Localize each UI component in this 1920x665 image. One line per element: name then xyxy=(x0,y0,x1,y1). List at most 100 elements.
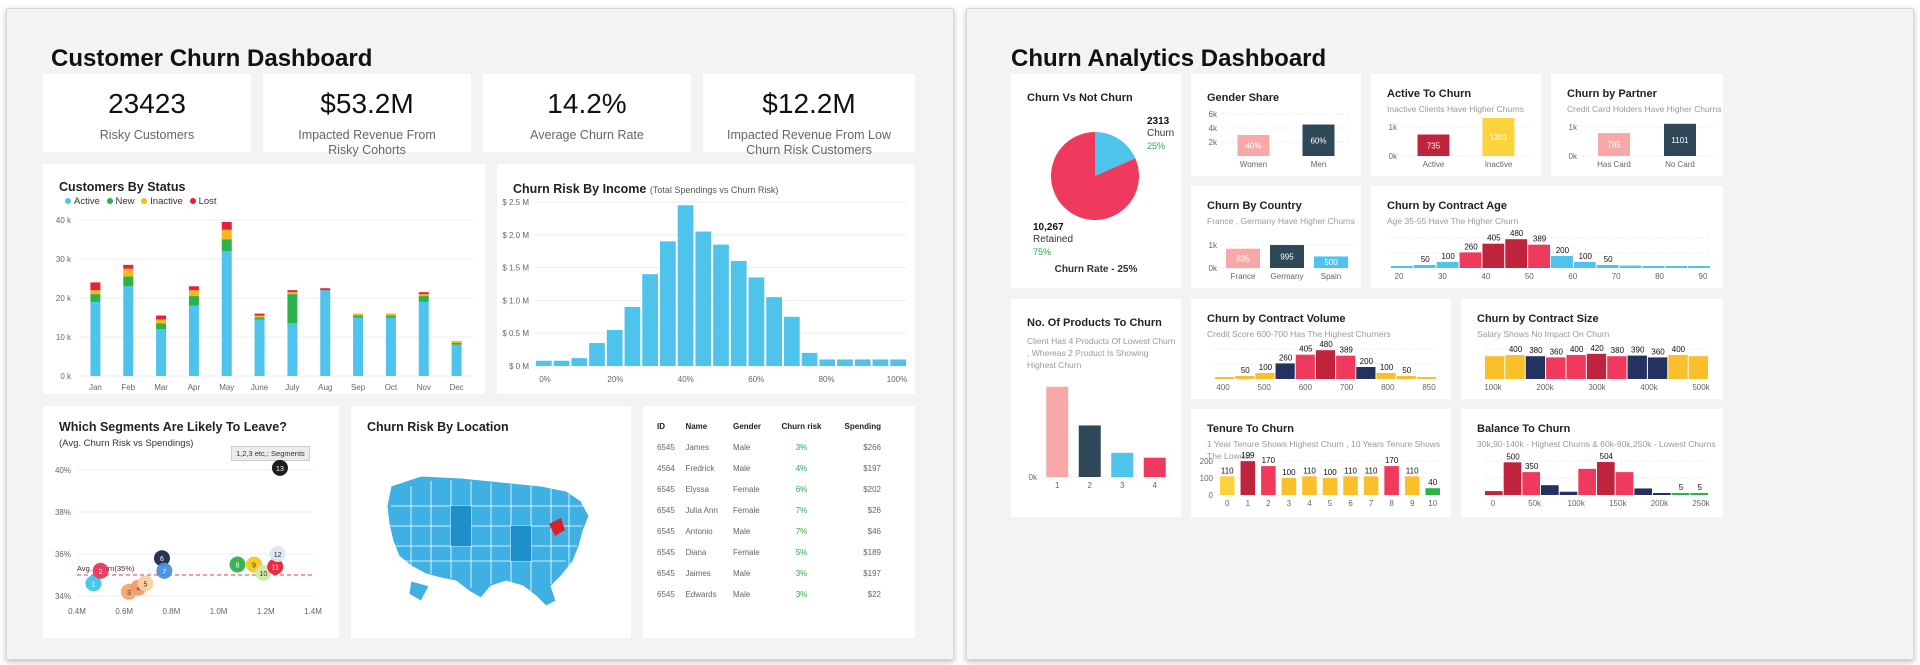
kpi-label: Impacted Revenue From Low Churn Risk Cus… xyxy=(727,128,891,157)
col-churn-risk[interactable]: Churn risk xyxy=(781,422,822,431)
bar xyxy=(1522,472,1540,495)
table-row[interactable]: 6545 Jaimes Male 3% $197 xyxy=(655,565,883,586)
card-subtitle: Age 35-55 Have The Higher Churn xyxy=(1387,216,1519,226)
card-title-sub: (Total Spendings vs Churn Risk) xyxy=(649,185,779,195)
cell-risk: 6% xyxy=(795,485,808,494)
bar xyxy=(1627,355,1647,379)
table-row[interactable]: 6545 Antonio Male 7% $46 xyxy=(655,523,883,544)
segments-chart: 34%36%38%40%0.4M 0.6M 0.8M 1.0M 1.2M 1.4MAvg.… xyxy=(55,459,322,616)
cell-id: 6545 xyxy=(657,569,675,578)
segment-bubble xyxy=(229,556,246,573)
col-id[interactable]: ID xyxy=(657,422,665,431)
histogram-bar xyxy=(642,274,658,366)
x-tick-label: 2 xyxy=(1088,481,1093,490)
kpi-impacted-revenue-low-risk: $12.2M Impacted Revenue From Low Churn R… xyxy=(703,74,915,157)
y-tick-label: 0 xyxy=(1209,491,1214,500)
histogram-bar xyxy=(784,316,800,366)
bar-value-label: 405 xyxy=(1299,345,1313,354)
bar-active xyxy=(90,301,101,376)
tenure-chart: 0 100 200 110 0 199 1 170 2 100 3 110 4 100 5 110 6 110 7 1… xyxy=(1200,451,1443,508)
bar xyxy=(1302,124,1335,156)
x-tick-label: 50 xyxy=(1525,272,1534,281)
bar-value-label: 735 xyxy=(1427,141,1441,150)
x-tick-label: June xyxy=(251,383,269,392)
card-subtitle: France , Germany Have Higher Churns xyxy=(1207,216,1355,226)
bar xyxy=(1578,468,1596,495)
segment-bubble xyxy=(137,575,154,592)
segment-bubble-label: 11 xyxy=(272,565,279,572)
bar-value-label: 835 xyxy=(1236,254,1250,263)
y-tick-label: 38% xyxy=(55,508,71,517)
tenure-to-churn-card: Tenure To Churn 1 Year Tenure Shows High… xyxy=(1191,409,1451,517)
bar-value-label: 360 xyxy=(1550,347,1564,356)
x-tick-label: Oct xyxy=(385,383,398,392)
bar-inactive xyxy=(385,313,396,316)
bar xyxy=(1482,117,1515,156)
retained-label: Retained xyxy=(1033,234,1074,245)
table-row[interactable]: 4564 Fredrick Male 4% $197 xyxy=(655,460,883,481)
card-title: No. Of Products To Churn xyxy=(1027,317,1162,329)
bar-value-label: 40 xyxy=(1428,478,1437,487)
card-title-main: Churn Risk By Income xyxy=(513,182,647,196)
x-tick-label: Dec xyxy=(449,383,463,392)
x-tick-label: May xyxy=(219,383,234,392)
kpi-label: Impacted Revenue From Risky Cohorts xyxy=(298,128,436,157)
x-tick-label: 20% xyxy=(607,375,623,384)
bar xyxy=(1336,355,1356,379)
x-tick-label: Mar xyxy=(154,383,168,392)
cell-id: 6545 xyxy=(657,590,675,599)
segment-bubble xyxy=(269,546,286,562)
kpi-risky-customers: 23423 Risky Customers xyxy=(43,74,251,152)
bar-value-label: 400 xyxy=(1672,345,1686,354)
bar-value-label: 380 xyxy=(1611,346,1625,355)
x-tick-label: 250k xyxy=(1692,499,1710,508)
col-gender[interactable]: Gender xyxy=(733,422,762,431)
x-tick-label: 0 xyxy=(1491,499,1496,508)
table-row[interactable]: 6545 Elyssa Female 6% $202 xyxy=(655,481,883,502)
active-chart: 0k 1k 735 Active 1301 Inactive xyxy=(1389,117,1531,169)
histogram-bar xyxy=(801,352,818,366)
y-tick-label: 1k xyxy=(1569,123,1578,132)
col-spending[interactable]: Spending xyxy=(844,422,881,431)
table-row[interactable]: 6545 Diana Female 5% $189 xyxy=(655,544,883,565)
cell-id: 6545 xyxy=(657,527,675,536)
x-tick-label: Women xyxy=(1240,160,1267,169)
country-chart: 0k 1k 835 France 995 Germany 500 Spain xyxy=(1209,241,1353,281)
cell-id: 6545 xyxy=(657,443,675,452)
y-tick-label: 0k xyxy=(1209,264,1218,273)
card-subtitle: 30k,90-140k - Highest Churns & 60k-90k,2… xyxy=(1477,439,1716,449)
y-tick-label: 4k xyxy=(1209,124,1218,133)
segment-bubble-label: 2 xyxy=(99,569,103,576)
map-state-dark xyxy=(511,526,531,561)
kpi-value: 23423 xyxy=(108,88,186,119)
bar-inactive xyxy=(221,229,232,240)
kpi-value: $12.2M xyxy=(762,88,856,119)
bar-active xyxy=(254,319,265,376)
bar-value-label: 380 xyxy=(1529,346,1543,355)
bar xyxy=(1314,256,1348,268)
x-tick-label: 40% xyxy=(678,375,694,384)
bar xyxy=(1315,350,1336,379)
x-tick-label: 0.8M xyxy=(163,607,181,616)
table-row[interactable]: 6545 Julia Ann Female 7% $26 xyxy=(655,502,883,523)
x-tick-label: 300k xyxy=(1588,383,1606,392)
status-chart: 0 k 10 k 20 k 30 k 40 k Jan Feb Mar Apr May June Ju… xyxy=(56,216,473,392)
cell-risk: 3% xyxy=(795,590,808,599)
cell-risk: 7% xyxy=(795,506,808,515)
bar-inactive xyxy=(156,319,167,324)
y-tick-label: 36% xyxy=(55,550,71,559)
col-name[interactable]: Name xyxy=(685,422,708,431)
cell-id: 4564 xyxy=(657,464,675,473)
bar xyxy=(1404,476,1420,495)
table-row[interactable]: 6545 James Male 3% $266 xyxy=(655,439,883,460)
bar xyxy=(1665,266,1688,268)
bar-value-label: 995 xyxy=(1280,253,1294,262)
x-tick-label: 1.0M xyxy=(210,607,228,616)
card-title: Churn Risk By Location xyxy=(367,420,509,434)
table-row[interactable]: 6545 Edwards Male 3% $22 xyxy=(655,586,883,607)
customers-by-status-card: Customers By Status Active New Inactive … xyxy=(43,164,485,394)
bar xyxy=(1396,376,1416,379)
bar xyxy=(1559,491,1578,495)
bar-value-label: 400 xyxy=(1570,345,1584,354)
bar xyxy=(1586,353,1607,379)
